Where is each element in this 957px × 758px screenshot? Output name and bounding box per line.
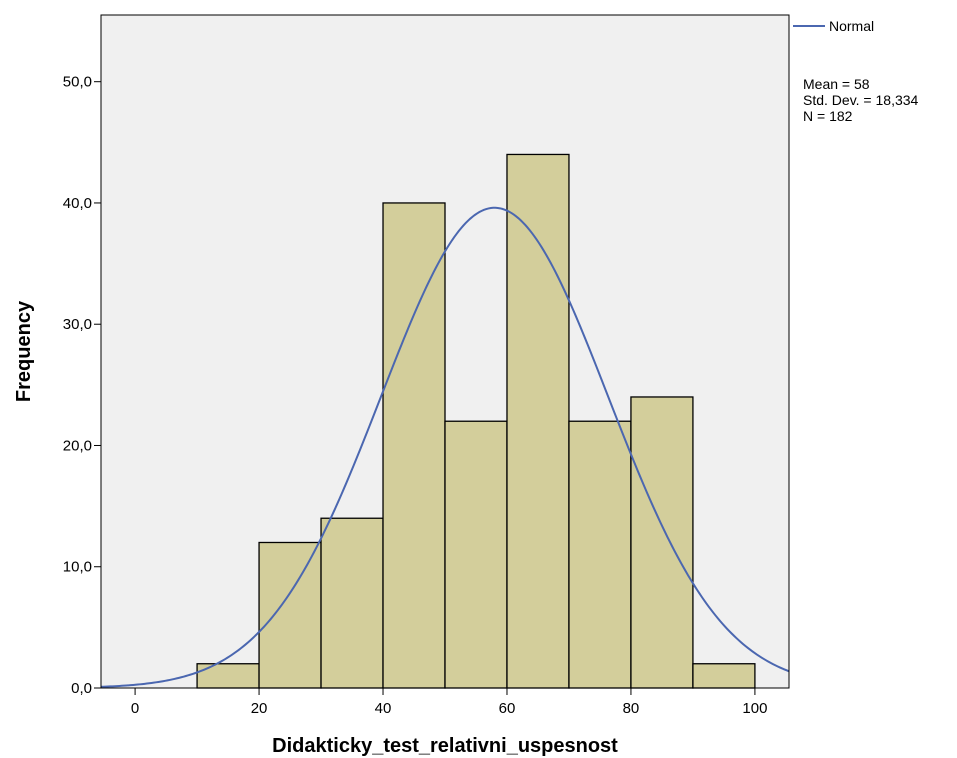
x-tick-label: 40 [375, 700, 392, 717]
plot-frame [100, 14, 790, 689]
y-tick-label: 10,0 [63, 559, 92, 576]
histogram-bar [630, 396, 694, 689]
legend-normal-label: Normal [829, 18, 874, 34]
legend-std-dev-stat: Std. Dev. = 18,334 [803, 92, 919, 108]
legend-mean-stat: Mean = 58 [803, 76, 870, 92]
legend-n-stat: N = 182 [803, 108, 853, 124]
y-tick-label: 40,0 [63, 195, 92, 212]
y-tick-label: 50,0 [63, 74, 92, 91]
x-axis-title: Didakticky_test_relativni_uspesnost [272, 735, 618, 757]
x-axis: 0 20 40 60 80 100 [131, 688, 767, 717]
legend: Normal Mean = 58 Std. Dev. = 18,334 N = … [793, 18, 919, 124]
x-tick-label: 0 [131, 700, 139, 717]
y-tick-label: 0,0 [71, 680, 92, 697]
histogram-bar [320, 517, 384, 689]
x-tick-label: 80 [623, 700, 640, 717]
x-tick-label: 60 [499, 700, 516, 717]
histogram-bar [506, 153, 570, 689]
y-axis: 0,0 10,0 20,0 30,0 40,0 50,0 [63, 74, 101, 697]
x-tick-label: 20 [251, 700, 268, 717]
histogram-bar [196, 663, 260, 689]
x-tick-label: 100 [742, 700, 767, 717]
y-tick-label: 20,0 [63, 437, 92, 454]
histogram-bar [258, 541, 322, 689]
normal-curve [100, 206, 790, 688]
histogram-bar [692, 663, 756, 689]
histogram-bars [196, 153, 756, 689]
histogram-bar [568, 420, 632, 689]
y-axis-title: Frequency [13, 300, 35, 402]
histogram-bar [444, 420, 508, 689]
histogram-bar [382, 202, 446, 689]
y-tick-label: 30,0 [63, 316, 92, 333]
